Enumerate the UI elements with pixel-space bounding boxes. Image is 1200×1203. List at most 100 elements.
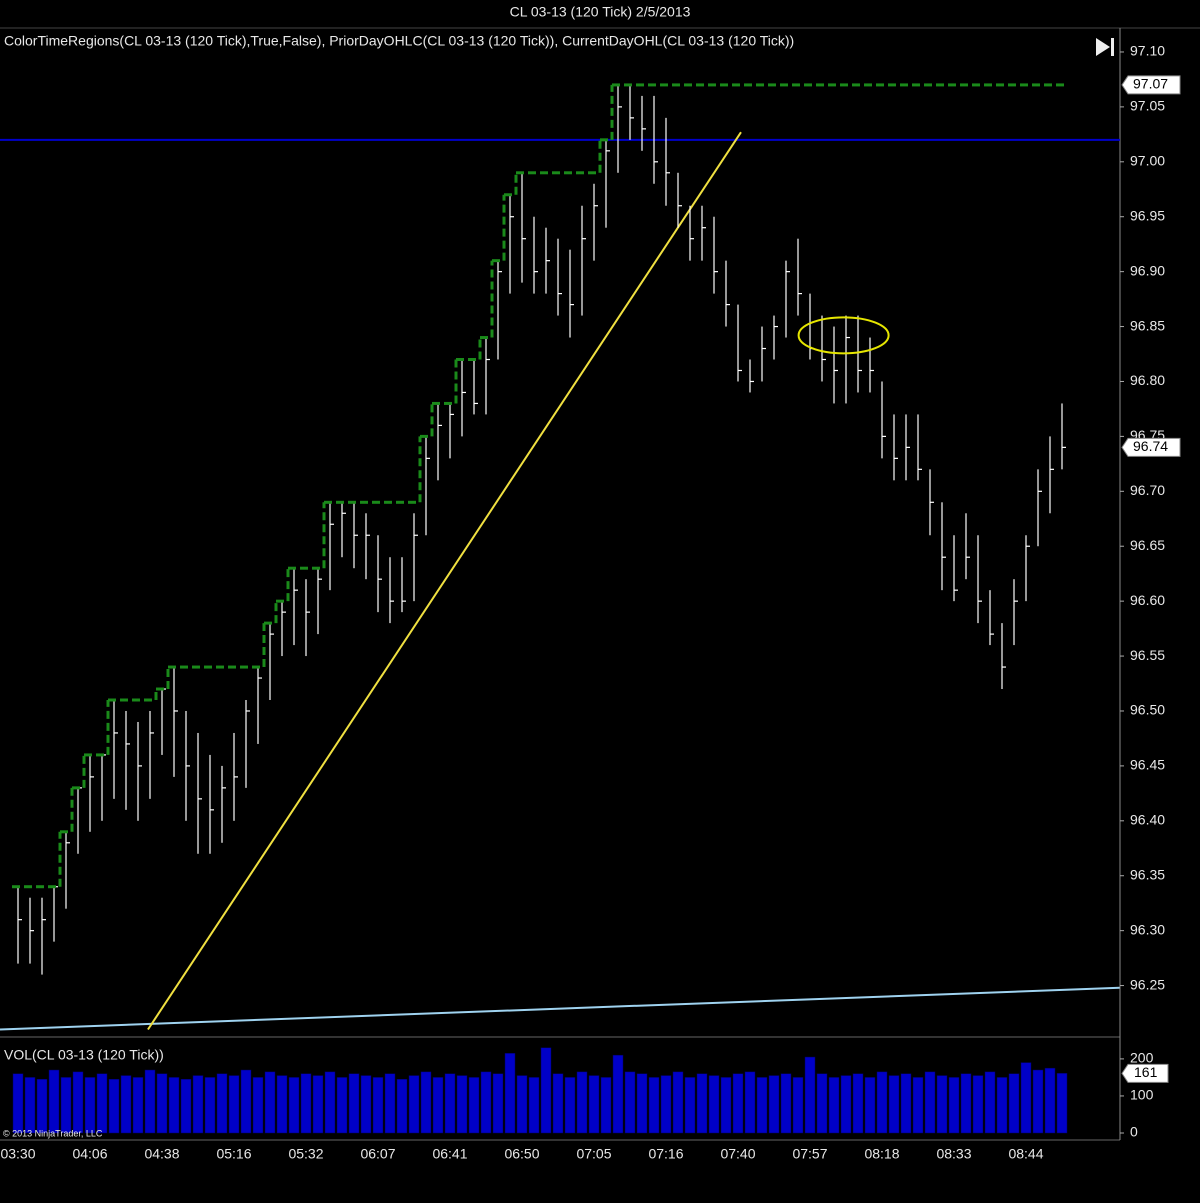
volume-bar xyxy=(24,1077,36,1134)
x-tick-label: 07:16 xyxy=(648,1146,683,1162)
volume-bar xyxy=(360,1075,372,1134)
volume-bar xyxy=(936,1075,948,1134)
volume-bar xyxy=(624,1071,636,1134)
volume-bar xyxy=(588,1075,600,1134)
volume-bar xyxy=(576,1071,588,1134)
volume-bar xyxy=(828,1077,840,1134)
volume-bar xyxy=(792,1077,804,1134)
volume-bar xyxy=(324,1071,336,1134)
x-tick-label: 07:05 xyxy=(576,1146,611,1162)
volume-bar xyxy=(444,1073,456,1134)
x-tick-label: 06:41 xyxy=(432,1146,467,1162)
volume-bar xyxy=(456,1075,468,1134)
y-tick-label: 96.55 xyxy=(1130,647,1165,663)
volume-marker-box xyxy=(1121,1063,1169,1083)
volume-bar xyxy=(696,1073,708,1134)
volume-bar xyxy=(468,1077,480,1134)
volume-bar xyxy=(144,1069,156,1134)
y-tick-label: 96.80 xyxy=(1130,372,1165,388)
volume-bar xyxy=(264,1071,276,1134)
volume-bar xyxy=(780,1073,792,1134)
y-tick-label: 200 xyxy=(1130,1050,1154,1066)
volume-bar xyxy=(864,1077,876,1134)
play-button[interactable] xyxy=(1096,38,1114,56)
volume-bar xyxy=(180,1079,192,1134)
volume-bar xyxy=(1032,1069,1044,1134)
volume-bar xyxy=(228,1075,240,1134)
volume-bar xyxy=(948,1077,960,1134)
volume-bar xyxy=(648,1077,660,1134)
y-tick-label: 96.40 xyxy=(1130,812,1165,828)
price-marker-box xyxy=(1121,437,1181,457)
volume-bar xyxy=(120,1075,132,1134)
volume-bar xyxy=(636,1073,648,1134)
y-tick-label: 97.05 xyxy=(1130,98,1165,114)
volume-bar xyxy=(408,1075,420,1134)
volume-bar xyxy=(924,1071,936,1134)
x-tick-label: 08:44 xyxy=(1008,1146,1043,1162)
volume-bar xyxy=(252,1077,264,1134)
y-tick-label: 97.10 xyxy=(1130,43,1165,59)
x-tick-label: 05:16 xyxy=(216,1146,251,1162)
volume-bar xyxy=(540,1047,552,1134)
x-tick-label: 06:50 xyxy=(504,1146,539,1162)
volume-bar xyxy=(840,1075,852,1134)
volume-bar xyxy=(72,1071,84,1134)
y-tick-label: 96.60 xyxy=(1130,592,1165,608)
volume-bar xyxy=(1020,1062,1032,1134)
highlight-ellipse xyxy=(797,316,890,355)
copyright: © 2013 NinjaTrader, LLC xyxy=(3,1128,103,1138)
volume-bar xyxy=(1056,1073,1068,1134)
x-tick-label: 03:30 xyxy=(0,1146,35,1162)
volume-bar xyxy=(204,1077,216,1134)
volume-bar xyxy=(432,1077,444,1134)
volume-bar xyxy=(492,1073,504,1134)
x-tick-label: 06:07 xyxy=(360,1146,395,1162)
volume-bar xyxy=(300,1073,312,1134)
volume-bar xyxy=(132,1077,144,1134)
volume-bar xyxy=(108,1079,120,1134)
volume-bar xyxy=(816,1073,828,1134)
x-tick-label: 04:38 xyxy=(144,1146,179,1162)
volume-bar xyxy=(168,1077,180,1134)
volume-bar xyxy=(600,1077,612,1134)
volume-bar xyxy=(672,1071,684,1134)
volume-bar xyxy=(372,1077,384,1134)
y-tick-label: 96.65 xyxy=(1130,537,1165,553)
y-tick-label: 96.95 xyxy=(1130,207,1165,223)
volume-bar xyxy=(276,1075,288,1134)
volume-bar xyxy=(156,1073,168,1134)
y-tick-label: 96.85 xyxy=(1130,317,1165,333)
volume-bar xyxy=(960,1073,972,1134)
volume-bar xyxy=(336,1077,348,1134)
volume-bar xyxy=(984,1071,996,1134)
indicator-label: ColorTimeRegions(CL 03-13 (120 Tick),Tru… xyxy=(4,33,794,49)
x-tick-label: 08:33 xyxy=(936,1146,971,1162)
volume-bar xyxy=(852,1073,864,1134)
price-marker-label: 96.74 xyxy=(1133,438,1168,454)
volume-bar xyxy=(384,1073,396,1134)
y-tick-label: 100 xyxy=(1130,1087,1154,1103)
volume-bar xyxy=(684,1077,696,1134)
volume-bar xyxy=(744,1071,756,1134)
x-tick-label: 07:40 xyxy=(720,1146,755,1162)
volume-bar xyxy=(84,1077,96,1134)
volume-bar xyxy=(528,1077,540,1134)
volume-bar xyxy=(504,1053,516,1134)
y-tick-label: 96.70 xyxy=(1130,482,1165,498)
volume-title: VOL(CL 03-13 (120 Tick)) xyxy=(4,1047,164,1063)
x-tick-label: 05:32 xyxy=(288,1146,323,1162)
volume-bar xyxy=(552,1073,564,1134)
y-tick-label: 0 xyxy=(1130,1124,1138,1140)
x-tick-label: 07:57 xyxy=(792,1146,827,1162)
volume-bar xyxy=(612,1054,624,1134)
volume-bar xyxy=(48,1069,60,1134)
volume-bar xyxy=(876,1071,888,1134)
y-tick-label: 97.00 xyxy=(1130,153,1165,169)
volume-bar xyxy=(912,1077,924,1134)
y-tick-label: 96.25 xyxy=(1130,976,1165,992)
volume-bar xyxy=(516,1075,528,1134)
volume-bar xyxy=(12,1073,24,1134)
